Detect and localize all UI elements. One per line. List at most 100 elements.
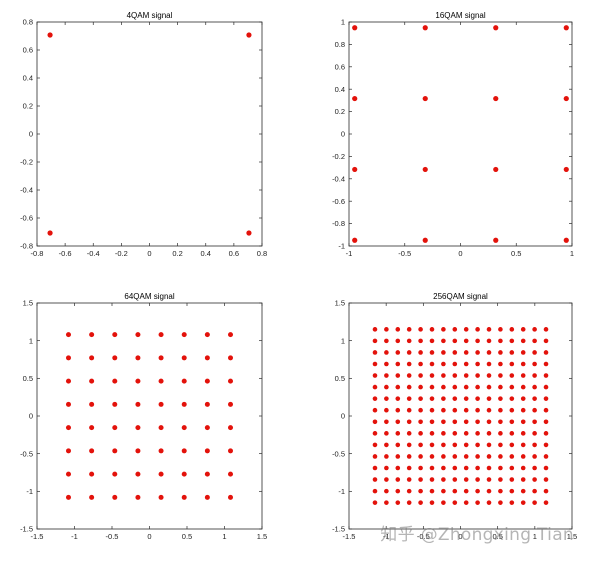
constellation-point [543,361,549,367]
constellation-point [135,332,141,338]
y-tick-label: -0.6 [20,214,33,223]
constellation-point [452,407,458,413]
constellation-point [475,431,480,436]
constellation-point [532,361,537,367]
constellation-point [475,396,480,401]
constellation-point [429,361,435,367]
constellation-point [204,471,210,477]
constellation-point [532,407,537,413]
constellation-point [384,407,389,413]
constellation-point [509,327,515,332]
constellation-point [543,488,549,494]
constellation-point [486,407,492,413]
constellation-point [498,465,503,471]
y-tick-label: 0.4 [23,74,33,83]
constellation-point [406,396,412,401]
constellation-point [89,332,95,338]
constellation-point [135,425,141,431]
constellation-point [509,361,515,367]
constellation-point [112,494,118,500]
x-tick-label: 1 [222,532,226,541]
constellation-point [406,442,412,448]
plot-title: 4QAM signal [127,11,173,20]
constellation-point [384,373,389,378]
watermark: 知乎 @Zhongxing Tian [380,525,574,545]
constellation-point [509,488,515,494]
constellation-point [543,384,549,390]
constellation-point [475,407,480,413]
constellation-point [384,488,389,494]
constellation-point [486,327,492,332]
constellation-point [384,327,389,332]
constellation-point [418,500,423,505]
constellation-point [441,338,446,344]
constellation-point [372,431,378,436]
y-tick-label: -1.5 [20,525,33,534]
x-tick-label: 1.5 [567,532,577,541]
constellation-point [532,431,537,436]
constellation-point [475,454,480,459]
plot-area [348,21,573,247]
subplot-3: 64QAM signal -1.5 -1 -0.5 0 0.5 1 1.5 -1.5 -1 -0.5… [20,292,267,541]
y-tick-label: -0.2 [20,158,33,167]
constellation-point [204,378,210,384]
constellation-point [463,431,469,436]
constellation-point [395,396,401,401]
constellation-point [395,477,401,482]
constellation-point [418,431,423,436]
constellation-point [372,361,378,367]
x-tick-label: -0.4 [87,249,100,258]
constellation-point [228,378,234,384]
constellation-point [498,500,503,505]
constellation-point [486,396,492,401]
y-tick-label: 1 [341,18,345,27]
constellation-point [372,350,378,355]
constellation-point [452,431,458,436]
constellation-point [441,454,446,459]
constellation-point [463,465,469,471]
constellation-point [543,454,549,459]
constellation-point [418,396,423,401]
constellation-point [181,355,187,361]
y-tick-label: 1 [341,336,345,345]
constellation-point [509,407,515,413]
constellation-point [135,355,141,361]
x-tick-label: -0.8 [31,249,44,258]
plot-area [348,302,573,530]
constellation-point [498,396,503,401]
constellation-point [452,350,458,355]
constellation-point [181,471,187,477]
constellation-point [475,419,480,425]
constellation-point [532,488,537,494]
constellation-point [543,373,549,378]
constellation-point [463,407,469,413]
constellation-point [520,327,526,332]
constellation-point [509,500,515,505]
constellation-point [520,338,526,344]
constellation-point [509,350,515,355]
y-tick-label: -1 [338,487,345,496]
x-tick-label: 0 [458,532,462,541]
y-tick-label: 0.2 [23,102,33,111]
constellation-point [228,355,234,361]
x-tick-label: 0 [147,532,151,541]
constellation-point [395,327,401,332]
constellation-point [493,237,499,243]
constellation-point [463,327,469,332]
constellation-point [520,500,526,505]
constellation-point [352,166,358,173]
constellation-point [543,442,549,448]
constellation-point [475,384,480,390]
constellation-point [493,95,499,102]
constellation-point [543,350,549,355]
constellation-point [246,230,252,236]
constellation-point [463,442,469,448]
constellation-point [65,471,71,477]
constellation-point [135,448,141,454]
x-tick-label: 1 [570,249,574,258]
constellation-point [158,471,164,477]
constellation-point [372,407,378,413]
x-tick-label: 0.5 [511,249,521,258]
constellation-point [493,166,499,173]
constellation-point [429,500,435,505]
